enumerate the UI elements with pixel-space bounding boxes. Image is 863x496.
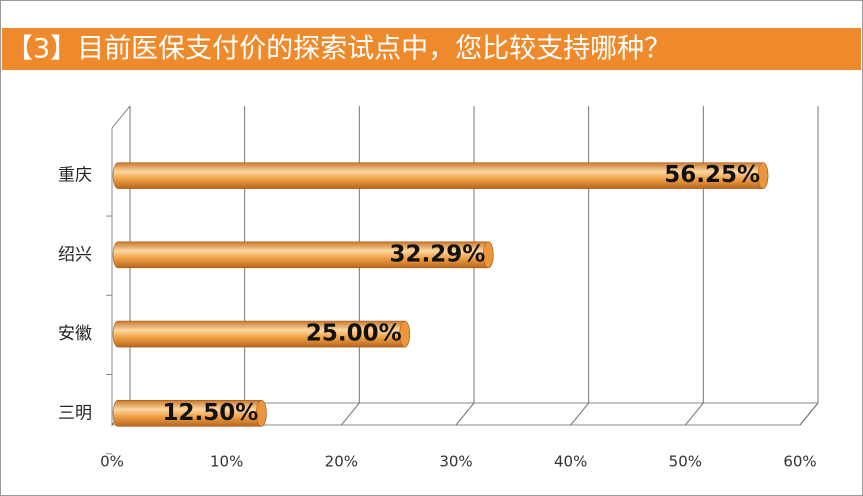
value-label: 12.50% xyxy=(163,400,259,426)
grid-floor-line xyxy=(684,402,704,426)
y-tick-label: 三明 xyxy=(58,403,92,423)
y-tick-label: 绍兴 xyxy=(58,245,92,265)
value-label: 56.25% xyxy=(664,162,760,188)
grid-floor-line xyxy=(455,402,475,426)
grid-floor-line xyxy=(799,402,819,426)
x-tick-label: 10% xyxy=(210,453,243,471)
bar-cap xyxy=(757,162,769,189)
value-label: 25.00% xyxy=(306,321,402,347)
x-tick-label: 20% xyxy=(325,453,358,471)
x-tick-label: 50% xyxy=(669,453,702,471)
x-tick-label: 30% xyxy=(439,453,472,471)
y-tick-label: 安徽 xyxy=(58,324,92,344)
bar-cap xyxy=(482,241,494,269)
bar-cap xyxy=(399,320,410,348)
x-tick-label: 60% xyxy=(783,453,816,471)
bar-cap xyxy=(256,400,267,427)
x-tick-label: 40% xyxy=(554,453,587,471)
y-tick-label: 重庆 xyxy=(58,166,92,186)
chart-title: 【3】目前医保支付价的探索试点中，您比较支持哪种？ xyxy=(6,34,671,65)
grid-floor-line xyxy=(570,402,590,426)
x-tick-label: 0% xyxy=(100,453,124,471)
value-label: 32.29% xyxy=(389,241,485,267)
grid-floor-line xyxy=(340,402,360,426)
title-bar xyxy=(2,28,861,70)
